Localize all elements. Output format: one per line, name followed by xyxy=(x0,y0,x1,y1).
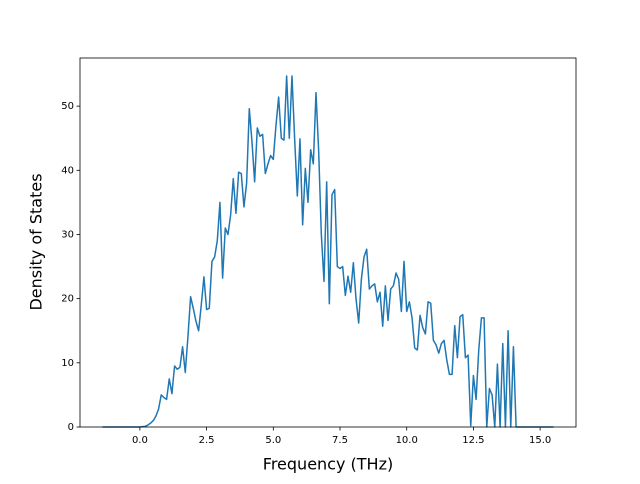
y-tick-label: 0 xyxy=(68,422,74,433)
plot-frame xyxy=(79,57,577,428)
x-axis-label: Frequency (THz) xyxy=(263,455,393,474)
y-tick-label: 40 xyxy=(61,165,74,176)
y-axis-label: Density of States xyxy=(27,173,46,310)
x-tick-label: 2.5 xyxy=(199,435,215,446)
x-tick-label: 10.0 xyxy=(396,435,418,446)
x-tick-label: 7.5 xyxy=(332,435,348,446)
x-tick-label: 15.0 xyxy=(529,435,551,446)
y-tick-label: 50 xyxy=(61,101,74,112)
y-tick-label: 10 xyxy=(61,358,74,369)
y-tick-label: 30 xyxy=(61,229,74,240)
y-tick-label: 20 xyxy=(61,294,74,305)
x-tick-label: 12.5 xyxy=(462,435,484,446)
x-tick-label: 0.0 xyxy=(132,435,148,446)
data-line xyxy=(102,75,554,428)
x-tick-label: 5.0 xyxy=(265,435,281,446)
